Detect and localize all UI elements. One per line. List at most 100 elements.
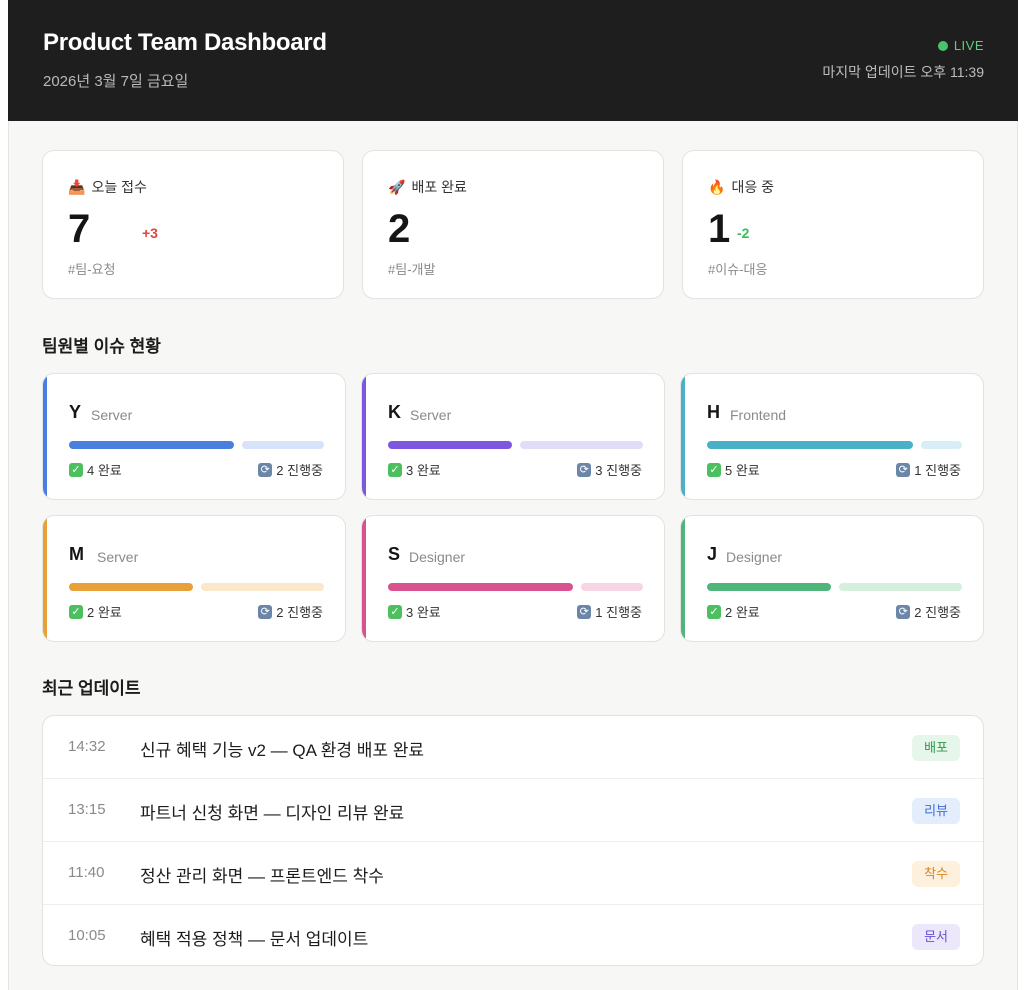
member-card[interactable]: M Server ✓ 2 완료 ⟳ 2 진행중: [42, 515, 346, 642]
member-initial: Y: [69, 402, 82, 422]
done-progress-bar: [707, 583, 831, 591]
member-card[interactable]: Y Server ✓ 4 완료 ⟳ 2 진행중: [42, 373, 346, 500]
stat-channel-tag[interactable]: #이슈-대응: [708, 262, 768, 277]
update-time: 10:05: [68, 927, 106, 944]
member-role: Frontend: [730, 407, 787, 423]
updates-section-title: 최근 업데이트: [42, 679, 141, 698]
done-label: 3 완료: [406, 463, 441, 478]
update-type-badge: 배포: [912, 735, 960, 761]
done-progress-bar: [69, 583, 193, 591]
header-date: 2026년 3월 7일 금요일: [43, 73, 189, 90]
in-progress-count: ⟳ 2 진행중: [258, 460, 323, 479]
done-count: ✓ 4 완료: [69, 460, 122, 479]
members-section-title: 팀원별 이슈 현황: [42, 337, 161, 356]
live-dot-icon: [937, 40, 948, 51]
inbox-tray-icon: 📥: [68, 178, 86, 195]
in-progress-bar: [839, 583, 962, 591]
update-type-badge: 착수: [912, 861, 960, 887]
last-updated: 마지막 업데이트 오후 11:39: [822, 64, 984, 80]
in-progress-bar: [201, 583, 324, 591]
member-initial: J: [707, 544, 718, 564]
done-label: 4 완료: [87, 463, 122, 478]
in-progress-label: 2 진행중: [276, 463, 323, 478]
member-role: Server: [410, 407, 452, 423]
stat-delta: -2: [737, 225, 750, 241]
check-mark-icon: ✓: [69, 604, 83, 619]
cycle-arrows-icon: ⟳: [577, 604, 592, 619]
fire-icon: 🔥: [708, 178, 726, 195]
member-initial: M: [69, 544, 84, 564]
stat-card-received[interactable]: 📥 오늘 접수 7 +3 #팀-요청: [42, 150, 344, 299]
update-row[interactable]: 11:40 정산 관리 화면 — 프론트엔드 착수 착수: [43, 842, 983, 905]
check-mark-icon: ✓: [707, 462, 721, 477]
member-card[interactable]: K Server ✓ 3 완료 ⟳ 3 진행중: [361, 373, 665, 500]
update-time: 14:32: [68, 738, 106, 755]
updates-list: 14:32 신규 혜택 기능 v2 — QA 환경 배포 완료 배포 13:15 파트너…: [42, 715, 984, 966]
dashboard-header: Product Team Dashboard 2026년 3월 7일 금요일 L…: [8, 0, 1018, 121]
done-count: ✓ 3 완료: [388, 602, 441, 621]
cycle-arrows-icon: ⟳: [258, 462, 273, 477]
done-count: ✓ 2 완료: [707, 602, 760, 621]
update-text: 혜택 적용 정책 — 문서 업데이트: [140, 930, 369, 949]
in-progress-label: 1 진행중: [595, 605, 642, 620]
stat-channel-tag[interactable]: #팀-요청: [68, 262, 116, 277]
stat-label: 오늘 접수: [91, 179, 147, 195]
in-progress-count: ⟳ 2 진행중: [258, 602, 323, 621]
stat-card-responding[interactable]: 🔥 대응 중 1 -2 #이슈-대응: [682, 150, 984, 299]
stat-card-deployed[interactable]: 🚀 배포 완료 2 #팀-개발: [362, 150, 664, 299]
cycle-arrows-icon: ⟳: [577, 462, 592, 477]
in-progress-label: 1 진행중: [914, 463, 961, 478]
member-initial: S: [388, 544, 401, 564]
stat-value: 1: [708, 207, 731, 251]
in-progress-label: 2 진행중: [276, 605, 323, 620]
update-text: 파트너 신청 화면 — 디자인 리뷰 완료: [140, 804, 405, 823]
member-role: Server: [91, 407, 133, 423]
done-label: 5 완료: [725, 463, 760, 478]
done-count: ✓ 5 완료: [707, 460, 760, 479]
done-count: ✓ 3 완료: [388, 460, 441, 479]
update-time: 11:40: [68, 864, 105, 881]
member-role: Server: [97, 549, 139, 565]
member-accent-bar: [362, 516, 366, 641]
update-text: 정산 관리 화면 — 프론트엔드 착수: [140, 867, 384, 886]
member-role: Designer: [726, 549, 783, 565]
check-mark-icon: ✓: [388, 604, 402, 619]
done-count: ✓ 2 완료: [69, 602, 122, 621]
member-initial: H: [707, 402, 720, 422]
done-label: 3 완료: [406, 605, 441, 620]
cycle-arrows-icon: ⟳: [896, 604, 911, 619]
in-progress-label: 2 진행중: [914, 605, 961, 620]
member-card[interactable]: J Designer ✓ 2 완료 ⟳ 2 진행중: [680, 515, 984, 642]
done-progress-bar: [707, 441, 913, 449]
in-progress-count: ⟳ 3 진행중: [577, 460, 642, 479]
done-label: 2 완료: [87, 605, 122, 620]
member-card[interactable]: H Frontend ✓ 5 완료 ⟳ 1 진행중: [680, 373, 984, 500]
stat-value: 2: [388, 207, 411, 251]
stat-value: 7: [68, 207, 91, 251]
update-text: 신규 혜택 기능 v2 — QA 환경 배포 완료: [140, 741, 425, 760]
in-progress-bar: [921, 441, 962, 449]
live-label: LIVE: [953, 38, 984, 53]
update-row[interactable]: 14:32 신규 혜택 기능 v2 — QA 환경 배포 완료 배포: [43, 716, 983, 779]
update-time: 13:15: [68, 801, 106, 818]
in-progress-bar: [581, 583, 643, 591]
check-mark-icon: ✓: [388, 462, 402, 477]
in-progress-bar: [242, 441, 324, 449]
live-indicator: LIVE: [937, 38, 984, 53]
rocket-icon: 🚀: [388, 178, 406, 195]
in-progress-count: ⟳ 1 진행중: [577, 602, 642, 621]
stat-label: 배포 완료: [411, 179, 467, 195]
check-mark-icon: ✓: [707, 604, 721, 619]
update-type-badge: 문서: [912, 924, 960, 950]
done-progress-bar: [69, 441, 234, 449]
cycle-arrows-icon: ⟳: [258, 604, 273, 619]
stat-channel-tag[interactable]: #팀-개발: [388, 262, 436, 277]
update-row[interactable]: 10:05 혜택 적용 정책 — 문서 업데이트 문서: [43, 905, 983, 965]
page-title: Product Team Dashboard: [43, 29, 327, 56]
member-card[interactable]: S Designer ✓ 3 완료 ⟳ 1 진행중: [361, 515, 665, 642]
member-initial: K: [388, 402, 401, 422]
in-progress-count: ⟳ 2 진행중: [896, 602, 961, 621]
member-role: Designer: [409, 549, 466, 565]
check-mark-icon: ✓: [69, 462, 83, 477]
update-row[interactable]: 13:15 파트너 신청 화면 — 디자인 리뷰 완료 리뷰: [43, 779, 983, 842]
